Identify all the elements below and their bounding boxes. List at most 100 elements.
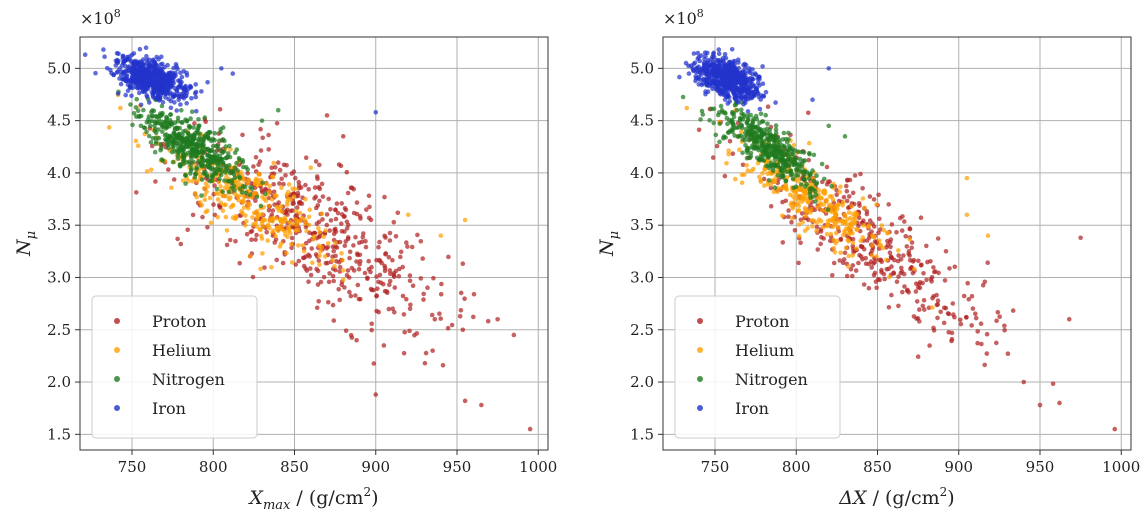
data-point [166,145,171,151]
data-point [191,159,196,165]
data-point [316,184,322,190]
data-point [418,276,424,281]
data-point [345,190,351,196]
data-point [205,225,210,230]
data-point [308,272,314,278]
y-tick-label: 4.5 [630,112,654,130]
data-point [207,195,213,201]
data-point [369,321,375,327]
y-tick-label: 5.0 [47,59,71,77]
data-point [259,236,265,241]
data-point [749,95,754,101]
data-point [814,224,820,230]
data-point [261,217,266,222]
data-point [151,89,157,95]
data-point [404,296,409,302]
data-point [888,254,894,259]
data-point [376,244,381,250]
data-point [307,238,312,244]
data-point [958,321,964,327]
data-point [222,138,227,144]
data-point [160,158,166,163]
data-point [187,124,193,129]
data-point [964,314,969,320]
y-axis-label: Nμ [596,231,622,257]
data-point [215,144,220,149]
data-point [897,215,903,221]
data-point [920,303,926,309]
data-point [398,249,404,255]
data-point [262,191,268,196]
data-point [250,274,256,280]
y-tick-label: 4.5 [47,112,71,130]
data-point [765,104,771,109]
data-point [240,159,245,165]
series-proton [134,94,533,432]
data-point [209,159,214,164]
data-point [309,246,315,251]
data-point [876,238,882,243]
data-point [197,149,203,154]
data-point [906,290,911,295]
data-point [842,134,848,139]
data-point [181,145,186,150]
data-point [303,254,309,259]
data-point [337,239,343,245]
data-point [806,176,812,181]
data-point [291,194,297,199]
data-point [101,47,106,52]
data-point [346,275,352,280]
data-point [211,202,216,207]
data-point [386,306,392,312]
data-point [877,277,882,283]
data-point [325,241,331,246]
data-point [392,309,397,315]
data-point [737,147,742,152]
data-point [220,189,225,194]
data-point [303,266,308,271]
data-point [792,196,798,202]
data-point [193,82,198,87]
data-point [787,192,793,198]
data-point [218,126,223,132]
data-point [347,255,352,261]
data-point [278,204,284,209]
data-point [369,264,374,270]
data-point [749,131,754,136]
data-point [844,188,850,194]
data-point [381,281,386,287]
data-point [935,236,941,241]
data-point [286,182,292,187]
data-point [266,203,272,209]
data-point [187,133,193,139]
data-point [760,64,765,69]
data-point [306,187,312,192]
data-point [393,268,399,274]
data-point [199,203,205,208]
data-point [181,129,186,134]
data-point [219,169,225,174]
data-point [911,257,917,263]
data-point [819,161,825,167]
legend-marker-proton [697,318,703,324]
data-point [131,59,137,64]
x-tick-label: 850 [280,458,309,476]
data-point [876,192,881,198]
data-point [171,143,176,149]
data-point [432,317,438,322]
data-point [920,280,925,286]
data-points [82,45,533,432]
data-point [280,260,286,266]
data-point [356,266,362,272]
data-point [812,188,818,194]
data-point [721,134,727,139]
data-point [727,138,733,144]
data-point [952,264,958,270]
data-point [841,194,847,200]
multiplier-base: ×10 [80,9,114,28]
data-point [180,178,186,183]
data-point [951,312,956,317]
multiplier-base: ×10 [663,9,697,28]
data-point [201,138,206,144]
data-point [874,202,879,207]
